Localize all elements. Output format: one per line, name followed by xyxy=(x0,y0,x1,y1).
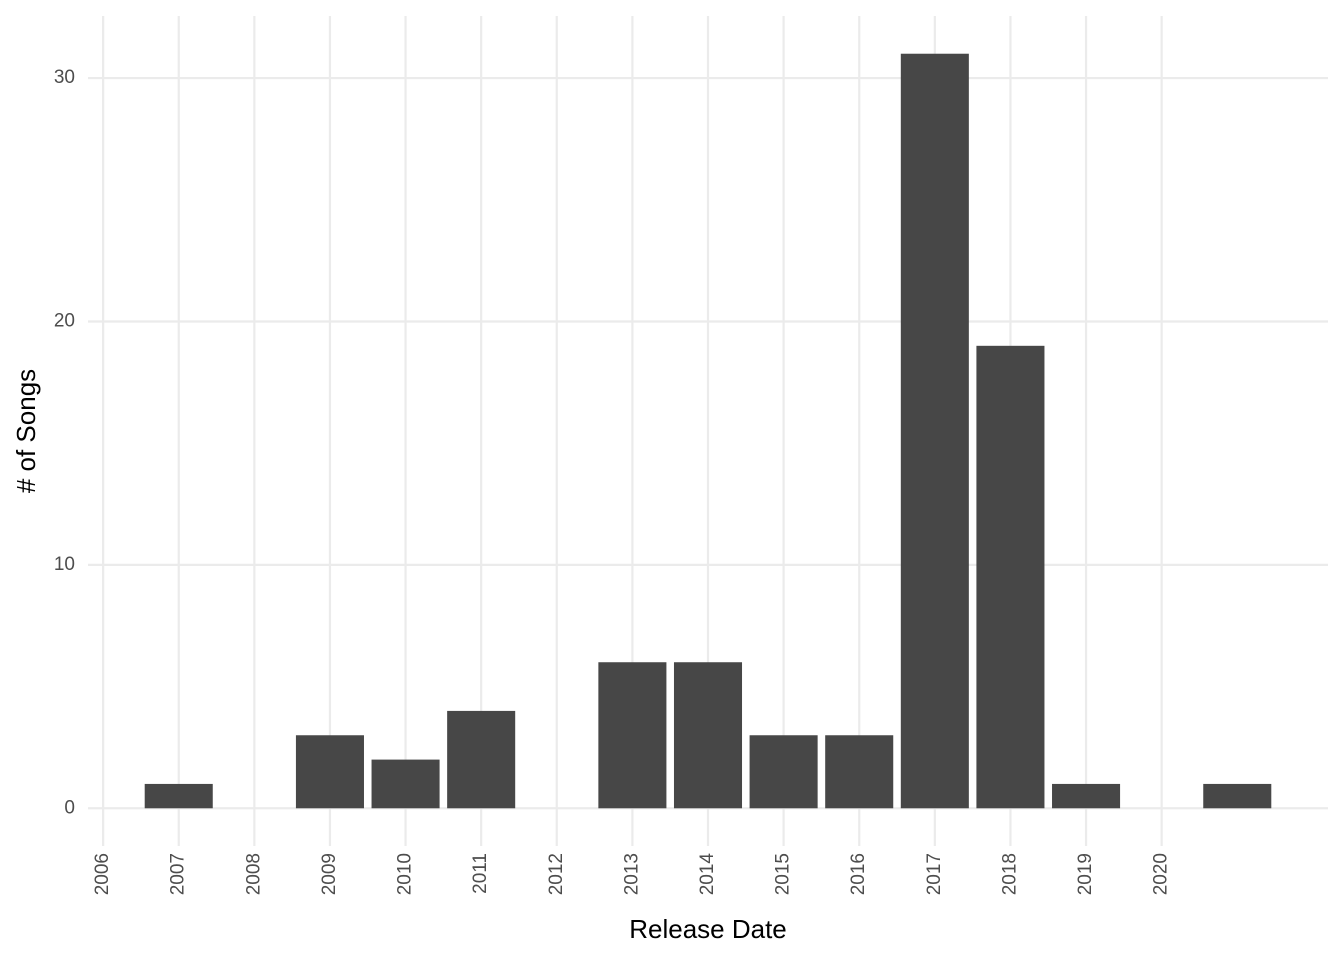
x-tick-label: 2019 xyxy=(1075,853,1096,895)
x-tick-label: 2020 xyxy=(1151,853,1172,895)
bars xyxy=(144,53,1272,809)
y-tick-label: 0 xyxy=(64,797,75,818)
x-tick-label: 2009 xyxy=(319,853,340,895)
y-tick-label: 10 xyxy=(54,554,75,575)
bar xyxy=(673,662,743,809)
x-tick-label: 2006 xyxy=(92,853,113,895)
bar xyxy=(371,759,440,809)
x-tick-label: 2011 xyxy=(470,853,491,894)
labels: 0 10 20 30 2006 2007 2008 2009 2010 2011 2012 2013 2… xyxy=(54,67,1172,895)
bar xyxy=(447,710,516,809)
bar xyxy=(295,735,364,809)
x-tick-label: 2007 xyxy=(168,853,189,895)
bar xyxy=(749,735,818,809)
x-tick-label: 2008 xyxy=(243,853,264,895)
bar xyxy=(825,735,894,809)
bar xyxy=(1203,783,1272,809)
y-axis-title: # of Songs xyxy=(11,369,41,493)
x-tick-label: 2010 xyxy=(395,853,416,895)
bar xyxy=(900,53,969,809)
x-tick-label: 2017 xyxy=(924,853,945,895)
bar xyxy=(598,662,667,809)
x-tick-label: 2012 xyxy=(546,853,567,895)
x-tick-label: 2014 xyxy=(697,853,718,896)
bar xyxy=(976,345,1045,809)
x-tick-label: 2013 xyxy=(621,853,642,895)
x-tick-label: 2015 xyxy=(773,853,794,895)
x-axis-title: Release Date xyxy=(629,914,787,944)
y-tick-label: 30 xyxy=(54,67,75,88)
bar xyxy=(144,783,213,809)
y-tick-label: 20 xyxy=(54,310,75,331)
x-tick-label: 2016 xyxy=(848,853,869,895)
bar xyxy=(1052,783,1121,809)
x-tick-label: 2018 xyxy=(999,853,1020,895)
